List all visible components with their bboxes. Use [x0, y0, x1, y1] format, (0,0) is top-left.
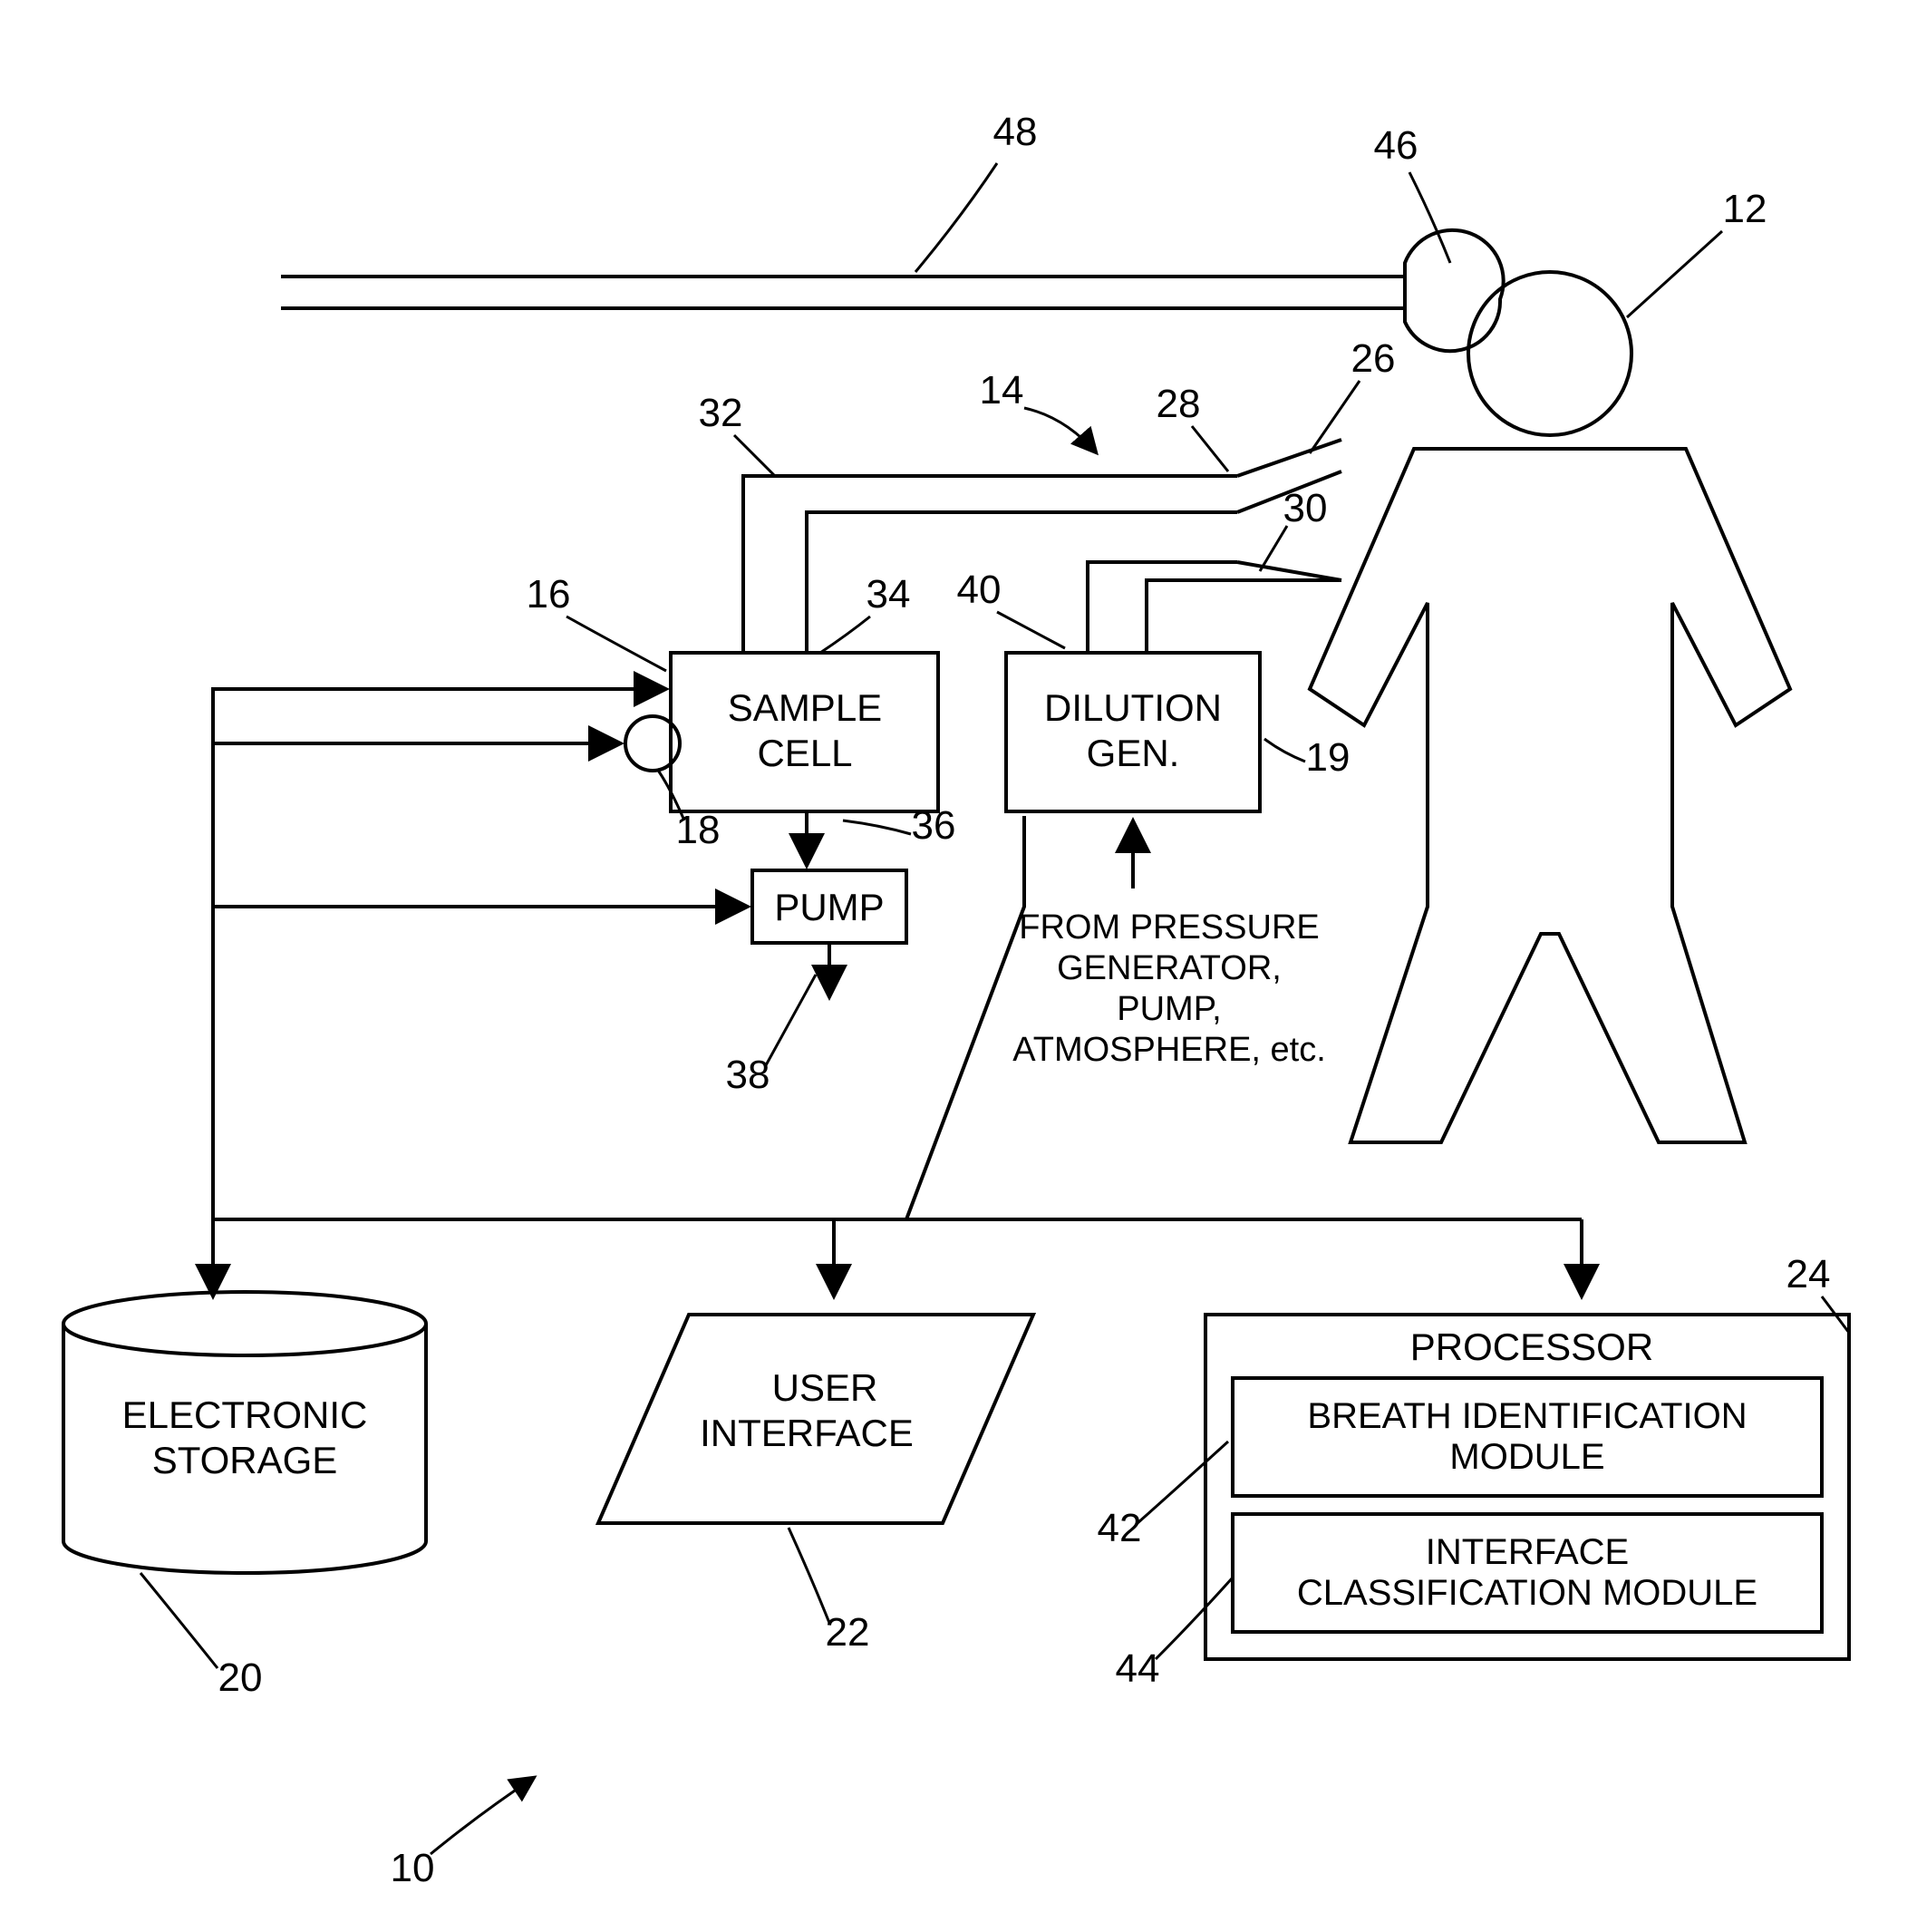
ref-38: 38 — [726, 1053, 770, 1097]
interface-module-l2: CLASSIFICATION MODULE — [1297, 1573, 1757, 1613]
storage-label-2: STORAGE — [152, 1439, 338, 1481]
ref-32: 32 — [699, 391, 743, 435]
probe-assembly — [281, 230, 1504, 351]
ref-36: 36 — [912, 803, 956, 848]
interface-module-l1: INTERFACE — [1426, 1532, 1629, 1572]
ref-10: 10 — [391, 1846, 435, 1890]
processor: PROCESSOR BREATH IDENTIFICATION MODULE I… — [1205, 1315, 1849, 1659]
ref-44: 44 — [1116, 1646, 1160, 1691]
sample-cell-label-2: CELL — [757, 732, 852, 774]
breath-module-l1: BREATH IDENTIFICATION — [1307, 1396, 1747, 1436]
ref-22: 22 — [826, 1610, 870, 1655]
ref-20: 20 — [218, 1655, 263, 1700]
breath-module-l2: MODULE — [1449, 1437, 1604, 1477]
ref-48: 48 — [993, 110, 1038, 154]
ref-26: 26 — [1351, 336, 1396, 381]
dilution-gen-label-2: GEN. — [1087, 732, 1180, 774]
sample-cell-label-1: SAMPLE — [728, 686, 882, 729]
diagram-root: SAMPLE CELL DILUTION GEN. PUMP FROM PRES… — [0, 0, 1917, 1932]
ui-label-1: USER — [772, 1366, 878, 1409]
storage-label-1: ELECTRONIC — [122, 1393, 368, 1436]
ref-46: 46 — [1374, 123, 1418, 168]
sampling-interface — [743, 440, 1341, 653]
electronic-storage: ELECTRONIC STORAGE — [63, 1292, 426, 1573]
processor-title: PROCESSOR — [1410, 1325, 1653, 1368]
ref-34: 34 — [867, 572, 911, 616]
dilution-gen-label-1: DILUTION — [1044, 686, 1222, 729]
ref-30: 30 — [1283, 486, 1328, 530]
ref-12: 12 — [1723, 187, 1767, 231]
ref-42: 42 — [1098, 1506, 1142, 1550]
source-line-4: ATMOSPHERE, etc. — [1012, 1031, 1326, 1069]
ref-14: 14 — [980, 368, 1024, 413]
source-line-2: GENERATOR, — [1057, 949, 1282, 987]
pump-label: PUMP — [774, 886, 884, 928]
ref-16: 16 — [527, 572, 571, 616]
ref-40: 40 — [957, 568, 1002, 612]
ref-28: 28 — [1157, 382, 1201, 426]
ref-18: 18 — [676, 808, 721, 852]
source-note: FROM PRESSURE GENERATOR, PUMP, ATMOSPHER… — [1012, 908, 1326, 1069]
ref-24: 24 — [1786, 1252, 1831, 1296]
user-interface: USER INTERFACE — [598, 1315, 1033, 1523]
ref-19: 19 — [1306, 735, 1351, 780]
source-line-3: PUMP, — [1117, 990, 1221, 1028]
ui-label-2: INTERFACE — [700, 1412, 914, 1454]
source-line-1: FROM PRESSURE — [1019, 908, 1319, 947]
subject-figure — [1310, 272, 1790, 1142]
